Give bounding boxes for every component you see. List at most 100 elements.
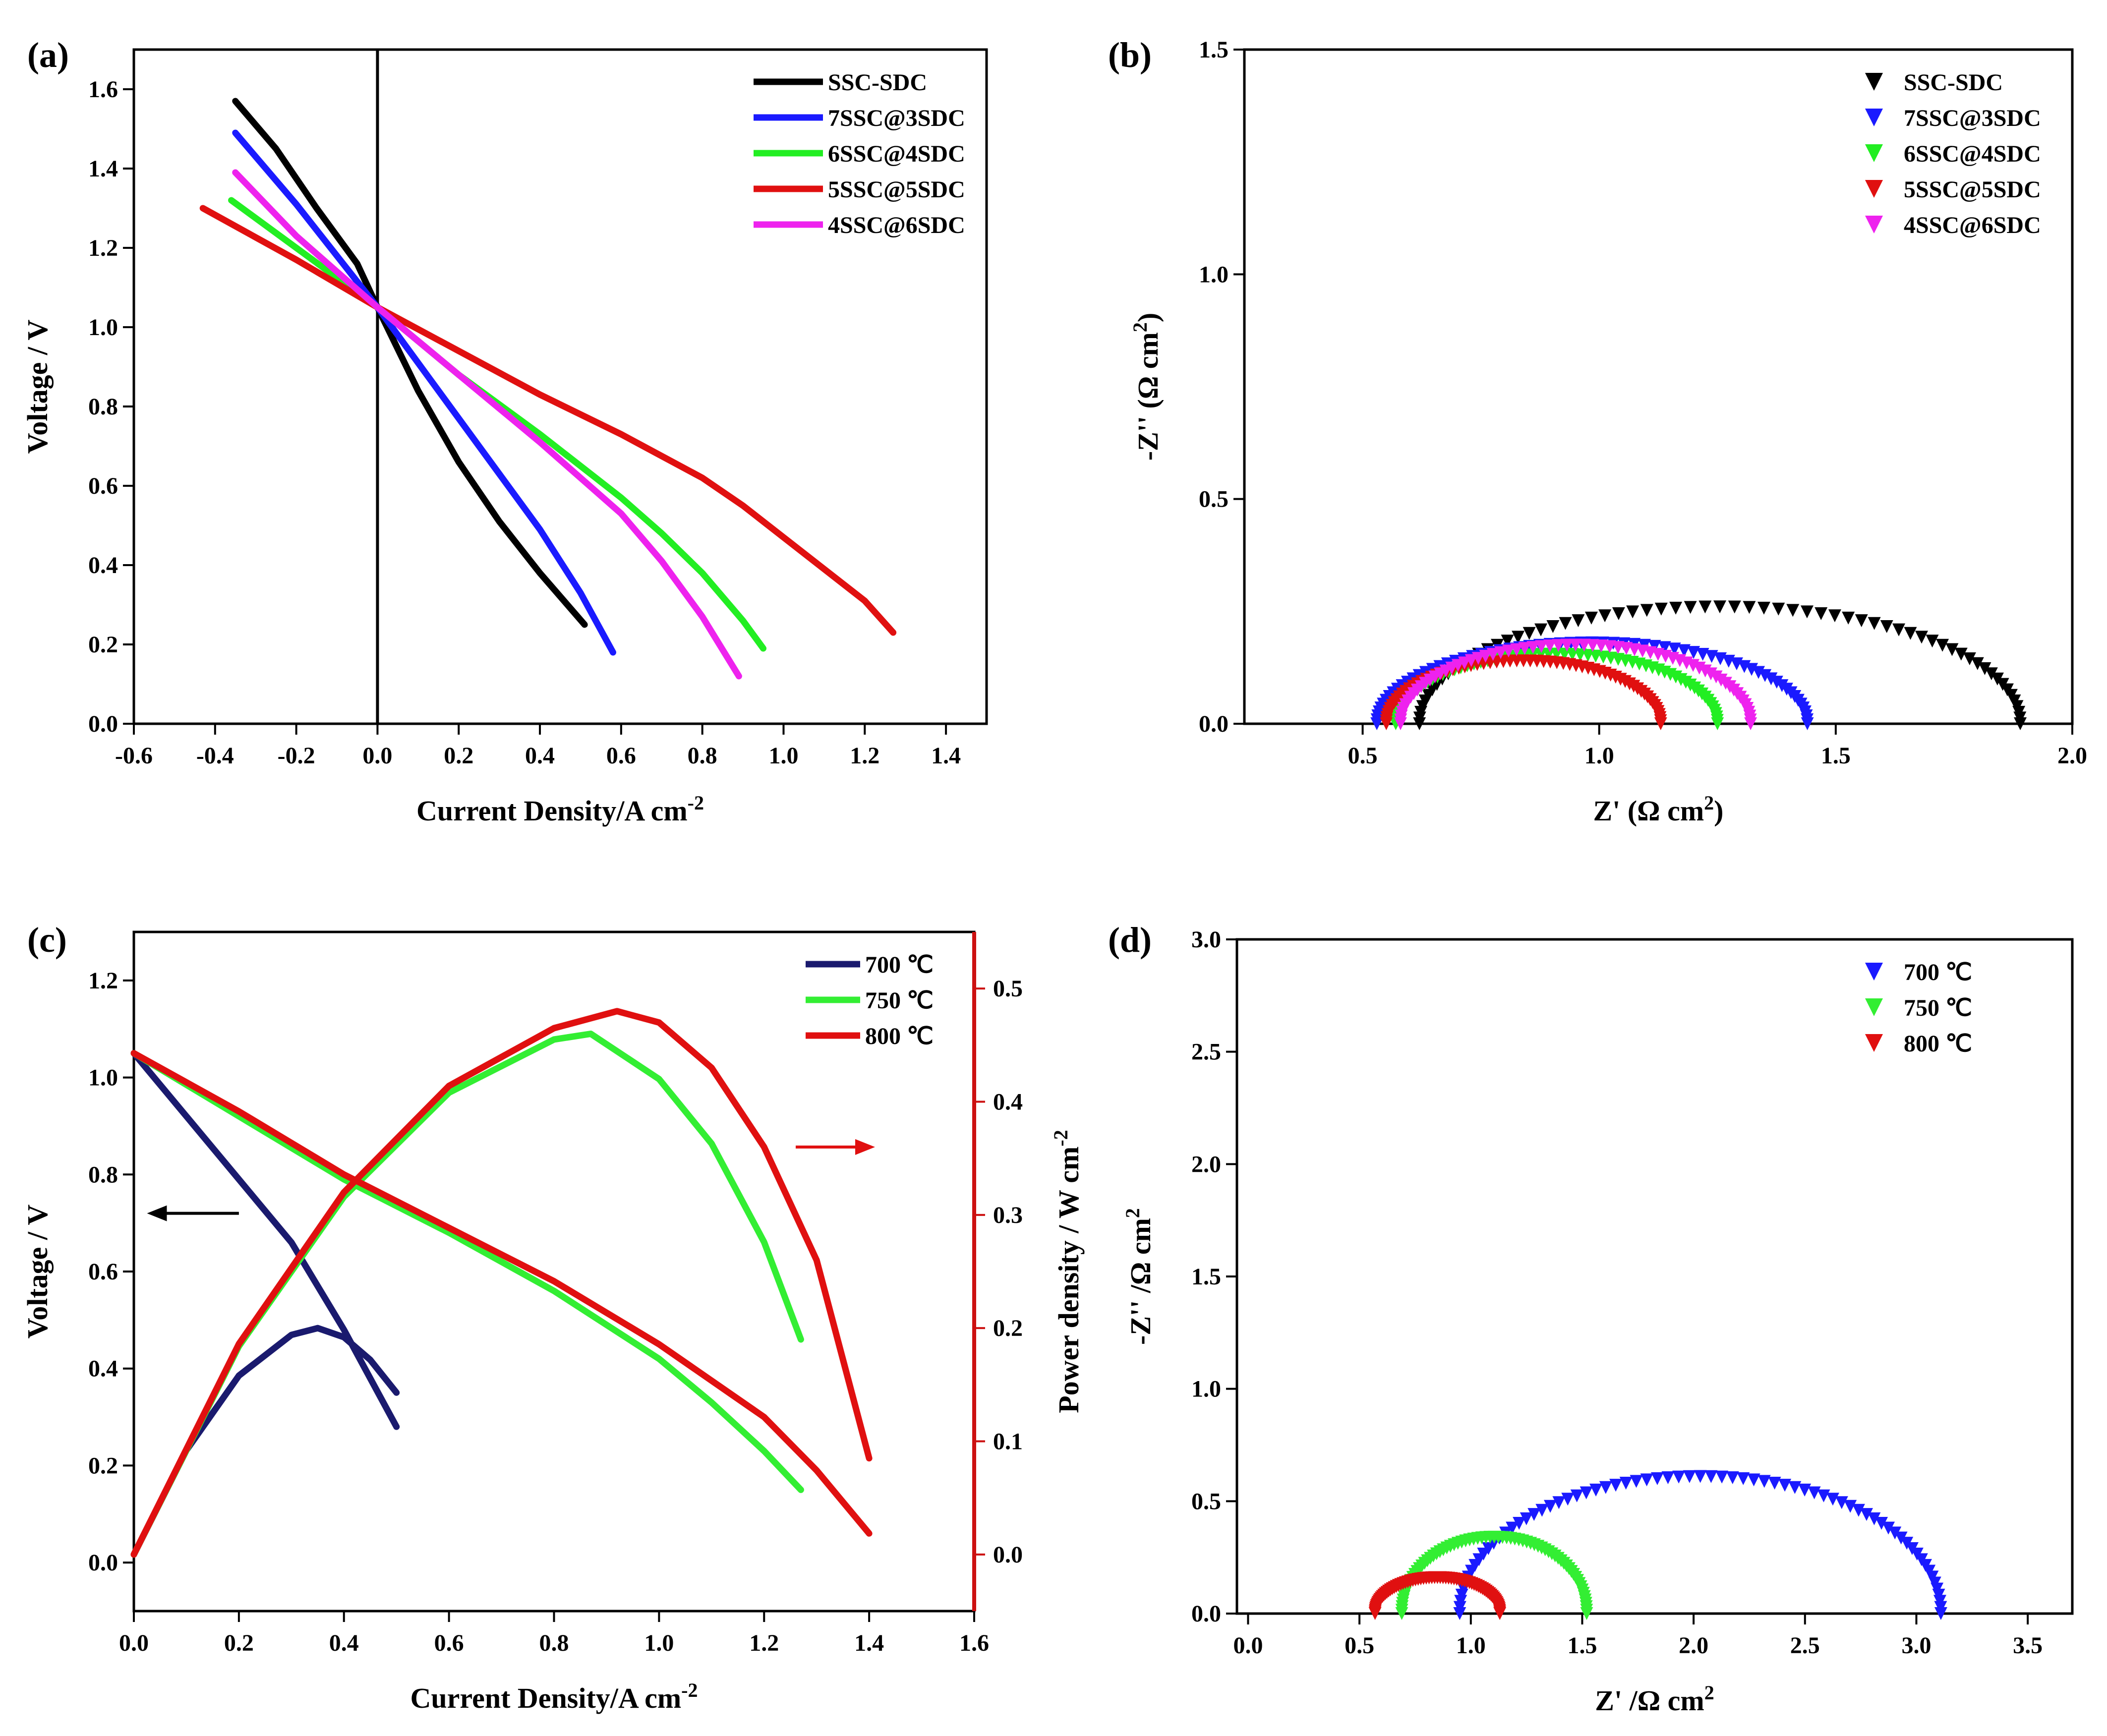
data-point (1764, 672, 1778, 686)
x-tick-label: -0.6 (115, 743, 153, 769)
data-point (1852, 1504, 1865, 1517)
data-point (1687, 646, 1700, 659)
x-tick-label: 2.0 (2057, 743, 2087, 769)
data-point (1464, 654, 1478, 667)
data-point (1743, 601, 1756, 614)
data-point (1552, 1496, 1566, 1509)
data-point (1413, 717, 1426, 730)
data-point (1726, 1471, 1739, 1484)
data-point (1844, 1500, 1857, 1513)
x-tick-label: 0.4 (525, 743, 555, 769)
y-tick-label: 1.2 (88, 968, 118, 994)
y-tick-label: 0.0 (1199, 711, 1229, 737)
legend-label: 750 ℃ (865, 987, 934, 1014)
panel-label: (a) (27, 35, 69, 75)
legend-label: 7SSC@3SDC (1904, 105, 2041, 131)
legend-label: 750 ℃ (1904, 995, 1972, 1021)
y-axis-label-text: Voltage / V (21, 1205, 54, 1339)
legend-marker (1865, 109, 1883, 126)
x-tick-label: 1.0 (1584, 743, 1614, 769)
x-tick-label: 0.5 (1345, 1632, 1374, 1659)
data-point (1786, 604, 1800, 617)
x-axis-label-main: Current Density/A cm (410, 1682, 682, 1714)
x-axis-label-main: Current Density/A cm (416, 795, 688, 827)
data-point (1828, 609, 1841, 623)
y2-axis-label-main: Power density / W cm (1053, 1147, 1085, 1413)
y-tick-label: 0.6 (88, 473, 118, 499)
legend-marker (1865, 144, 1883, 162)
x-tick-label: 0.2 (444, 743, 473, 769)
data-point (1772, 602, 1785, 616)
data-point (1599, 1481, 1612, 1494)
data-point (1868, 1512, 1881, 1525)
legend-label: 6SSC@4SDC (1904, 141, 2041, 167)
data-point (1817, 1489, 1830, 1503)
data-point (1560, 638, 1574, 652)
data-point (1971, 657, 1984, 670)
y-tick-label: 0.0 (88, 1550, 118, 1576)
x-tick-label: 1.2 (749, 1630, 779, 1656)
data-point (1711, 717, 1724, 730)
x-tick-label: 0.2 (224, 1630, 254, 1656)
y-tick-label: 1.6 (88, 76, 118, 103)
data-point (1936, 638, 1949, 652)
y-tick-label: 2.5 (1191, 1039, 1221, 1065)
data-point (1559, 617, 1572, 630)
x-tick-label: 3.5 (2013, 1632, 2043, 1659)
legend-label: 5SSC@5SDC (1904, 176, 2041, 203)
legend-marker (1865, 1034, 1883, 1052)
data-point (1534, 623, 1548, 637)
x-axis-label-sup: 2 (1704, 792, 1714, 814)
x-axis-label-text: Z' (Ω cm2) (1593, 792, 1724, 827)
data-point (1880, 620, 1893, 633)
y-tick-label: 1.2 (88, 235, 118, 261)
data-point (1535, 1504, 1549, 1517)
data-point (1580, 1607, 1593, 1620)
data-point (1640, 604, 1653, 617)
data-point (1522, 627, 1536, 640)
x-axis-label-sup: -2 (688, 792, 704, 814)
data-point (1768, 1477, 1781, 1490)
data-point (1433, 660, 1447, 673)
data-point (1640, 1473, 1653, 1487)
legend-label: 7SSC@3SDC (828, 105, 965, 131)
y-axis-label-text: -Z'' /Ω cm2 (1121, 1208, 1157, 1345)
panel-label: (d) (1108, 920, 1152, 960)
data-point (1669, 601, 1683, 615)
data-point (1572, 614, 1585, 628)
data-point (1684, 601, 1697, 614)
y-tick-label: 0.6 (88, 1259, 118, 1285)
y-tick-label: 0.0 (88, 711, 118, 737)
x-axis-label: Z' (Ω cm2) (1593, 792, 1724, 827)
series-markers (1395, 1530, 1593, 1620)
data-point (1552, 639, 1565, 652)
data-point (1512, 631, 1525, 644)
y-axis-label-main: -Z'' (Ω cm (1132, 332, 1164, 461)
panel-label: (b) (1108, 35, 1152, 75)
legend-label: 700 ℃ (865, 952, 934, 978)
y2-tick-label: 0.2 (993, 1315, 1023, 1341)
data-point (1658, 641, 1671, 654)
legend-label: 700 ℃ (1904, 959, 1972, 985)
voltage-line (130, 1050, 804, 1493)
legend-label: 5SSC@5SDC (828, 176, 965, 203)
y-tick-label: 0.2 (88, 632, 118, 658)
arrow-right-head (855, 1139, 875, 1155)
data-point (1868, 617, 1881, 630)
x-tick-label: 0.5 (1348, 743, 1378, 769)
x-tick-label: 0.4 (329, 1630, 359, 1656)
data-point (1569, 638, 1582, 652)
data-point (1413, 711, 1426, 725)
legend-label: 4SSC@6SDC (828, 212, 965, 238)
data-point (1493, 1607, 1507, 1620)
data-point (1770, 676, 1783, 689)
data-point (1471, 652, 1485, 665)
x-tick-label: 0.0 (119, 1630, 149, 1656)
y-axis-label-text: -Z'' (Ω cm2) (1129, 313, 1164, 461)
data-point (1453, 1607, 1466, 1620)
data-point (1915, 631, 1929, 644)
data-point (1978, 662, 1991, 675)
data-point (1584, 611, 1598, 625)
y-tick-label: 0.4 (88, 552, 118, 579)
